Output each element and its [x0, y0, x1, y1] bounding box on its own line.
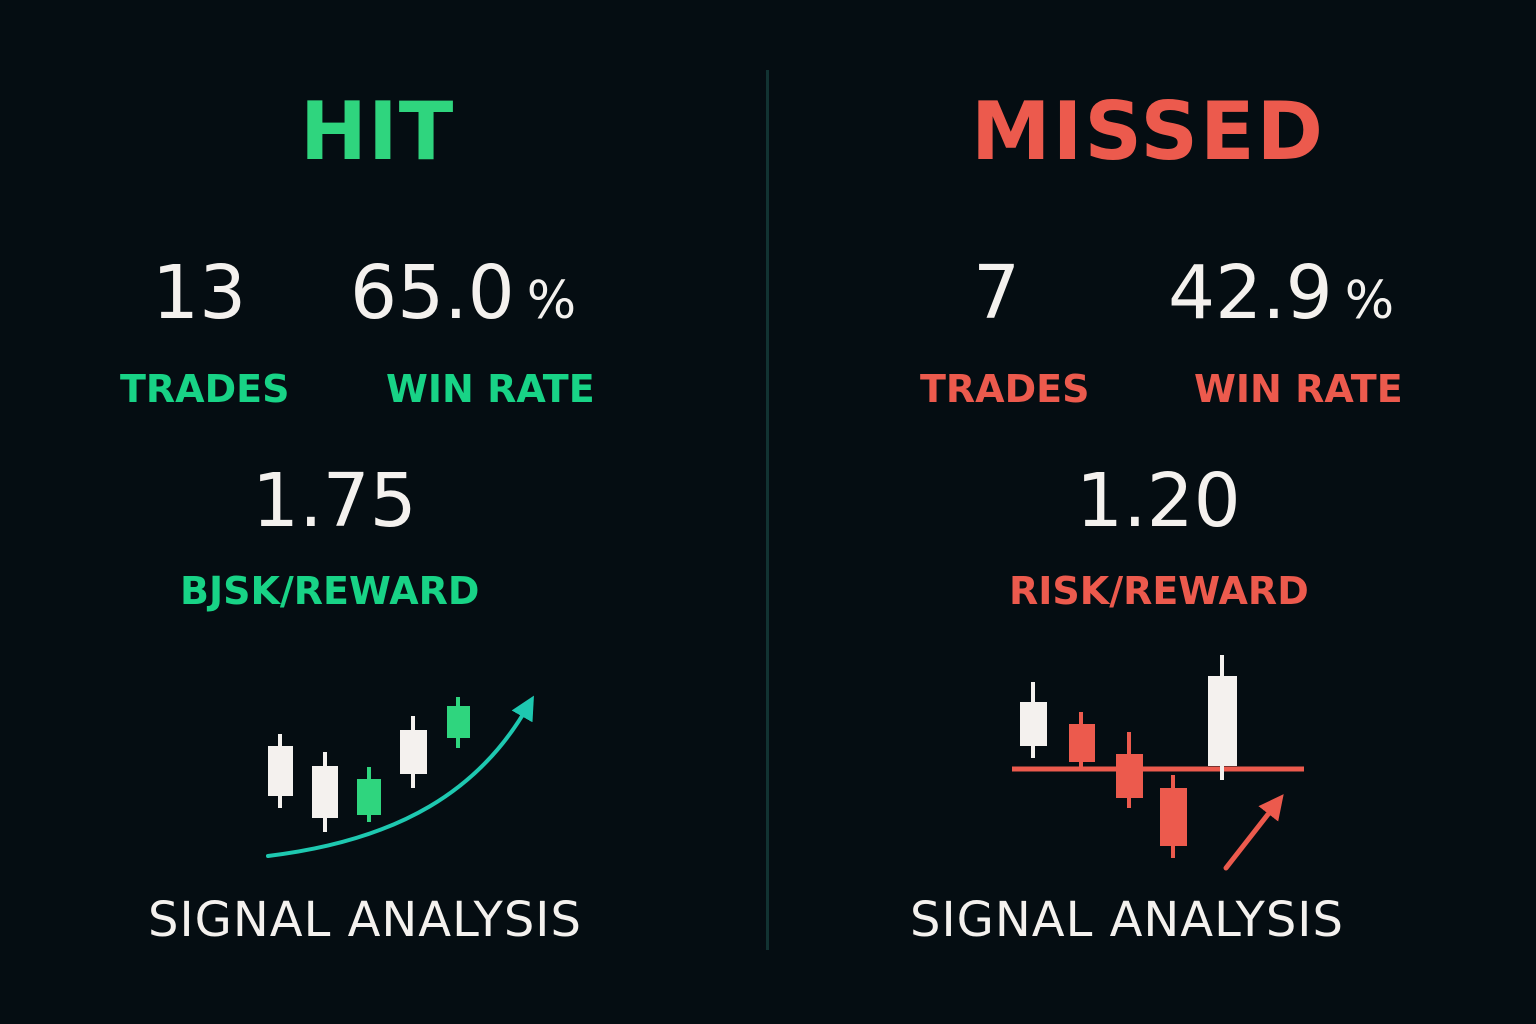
- hit-win-rate-value: 65.0%: [350, 256, 576, 330]
- candle: [447, 697, 470, 748]
- missed-footer: SIGNAL ANALYSIS: [910, 892, 1344, 948]
- missed-win-rate-unit: %: [1344, 271, 1395, 331]
- candle: [312, 752, 338, 832]
- trend-arrow-icon: [1223, 794, 1284, 871]
- hit-footer: SIGNAL ANALYSIS: [148, 892, 582, 948]
- candle: [1116, 732, 1143, 808]
- candle: [357, 767, 381, 822]
- missed-win-rate-label: WIN RATE: [1194, 367, 1403, 411]
- downtrend-candlestick-icon: [1012, 655, 1304, 871]
- candle: [268, 734, 293, 808]
- missed-risk-reward-label: RISK/REWARD: [1009, 569, 1309, 613]
- candle: [400, 716, 427, 788]
- hit-panel: HIT 13 TRADES 65.0% WIN RATE 1.75 BJSK/R…: [120, 85, 595, 948]
- hit-trades-value: 13: [152, 250, 247, 336]
- candle: [1208, 655, 1237, 780]
- hit-win-rate-number: 65.0: [350, 250, 515, 336]
- missed-panel: MISSED 7 TRADES 42.9% WIN RATE 1.20 RISK…: [768, 0, 1536, 1024]
- uptrend-candlestick-icon: [266, 695, 534, 858]
- missed-win-rate-value: 42.9%: [1168, 256, 1394, 330]
- hit-risk-reward-value: 1.75: [252, 458, 417, 544]
- panel-divider: [766, 70, 769, 950]
- missed-risk-reward-value: 1.20: [1076, 458, 1241, 544]
- hit-win-rate-label: WIN RATE: [386, 367, 595, 411]
- missed-win-rate-number: 42.9: [1168, 250, 1333, 336]
- candle: [1069, 712, 1095, 770]
- trend-arrow-icon: [266, 695, 534, 858]
- hit-win-rate-unit: %: [526, 271, 577, 331]
- hit-trades-label: TRADES: [120, 367, 290, 411]
- missed-trades-value: 7: [973, 250, 1021, 336]
- candle: [1020, 682, 1047, 758]
- missed-title: MISSED: [971, 85, 1326, 178]
- candle: [1160, 775, 1187, 858]
- missed-trades-label: TRADES: [920, 367, 1090, 411]
- hit-risk-reward-label: BJSK/REWARD: [180, 569, 480, 613]
- hit-title: HIT: [300, 85, 455, 178]
